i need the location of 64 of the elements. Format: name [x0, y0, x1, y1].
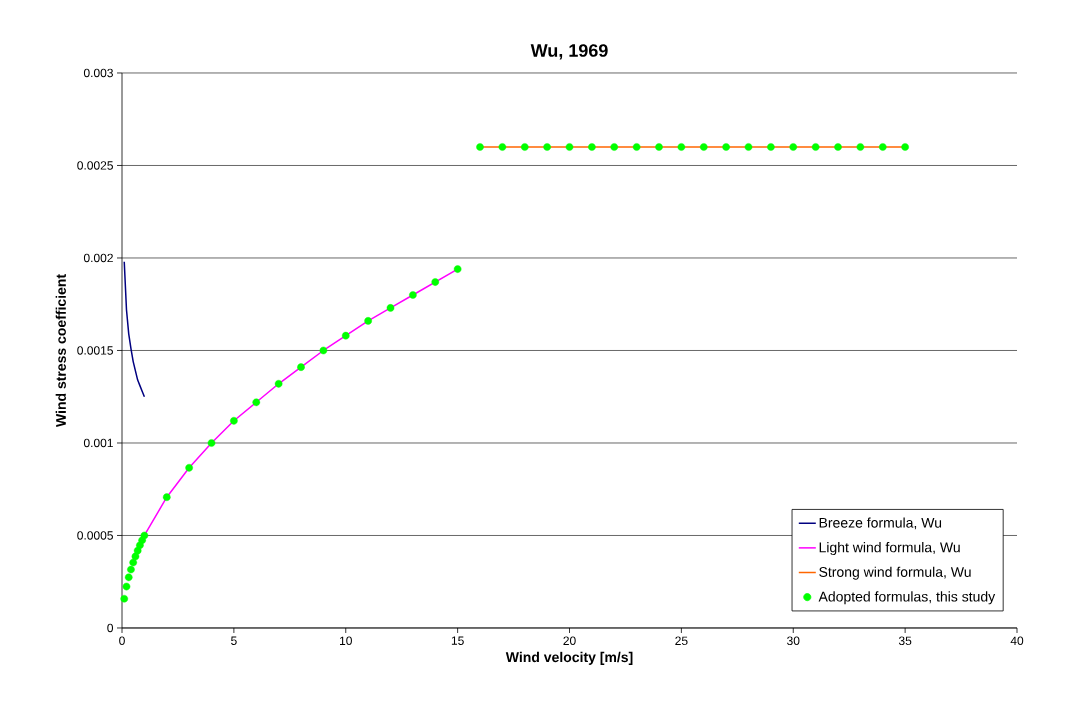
point: [677, 143, 686, 151]
point: [409, 291, 417, 299]
point: [699, 143, 708, 151]
y-tick-label: 0.0005: [77, 531, 113, 540]
point: [655, 143, 663, 151]
point: [162, 493, 171, 501]
point: [632, 143, 641, 151]
point: [543, 143, 551, 151]
legend-label: Adopted formulas, this study: [818, 591, 996, 605]
point: [878, 143, 887, 151]
point: [185, 463, 193, 472]
point: [498, 143, 507, 151]
point: [789, 143, 798, 151]
point: [722, 143, 730, 151]
point: [274, 379, 283, 388]
point: [453, 265, 462, 273]
point: [131, 552, 140, 561]
point: [565, 143, 574, 151]
legend-label: Strong wind formula, Wu: [819, 566, 971, 580]
point: [588, 143, 596, 151]
point: [341, 331, 350, 340]
point: [124, 573, 133, 582]
point: [431, 278, 440, 286]
point: [140, 531, 149, 540]
point: [610, 143, 619, 151]
point: [364, 317, 372, 325]
y-tick-label: 0.0015: [77, 346, 113, 355]
point: [834, 143, 842, 151]
x-tick-label: 40: [1010, 636, 1024, 646]
x-tick-label: 0: [119, 636, 125, 646]
y-tick-label: 0.0025: [77, 161, 113, 170]
x-tick-label: 20: [563, 636, 576, 646]
point: [856, 143, 865, 151]
point: [901, 143, 909, 151]
point: [297, 363, 305, 371]
point: [207, 439, 216, 447]
x-tick-label: 30: [787, 636, 800, 646]
point: [767, 143, 775, 151]
point: [476, 143, 484, 151]
x-tick-label: 15: [451, 636, 464, 645]
legend-label: Light wind formula, Wu: [819, 542, 960, 556]
point: [386, 304, 395, 312]
point: [520, 143, 529, 151]
x-tick-label: 35: [898, 636, 912, 646]
x-tick-label: 10: [340, 636, 352, 646]
point: [744, 143, 753, 151]
point: [230, 416, 238, 425]
point: [120, 594, 129, 603]
point: [252, 398, 261, 407]
point: [319, 346, 328, 355]
point: [122, 582, 131, 591]
point: [127, 565, 135, 574]
x-tick-label: 5: [231, 636, 237, 645]
chart-title: Wu, 1969: [530, 44, 608, 60]
x-axis-title: Wind velocity [m/s]: [505, 651, 633, 665]
point: [129, 558, 137, 567]
x-tick-label: 25: [675, 636, 688, 646]
y-tick-label: 0: [107, 623, 114, 633]
point: [811, 143, 820, 151]
y-axis-title: Wind stress coefficient: [55, 274, 66, 428]
legend-label: Breeze formula, Wu: [819, 517, 942, 530]
y-tick-label: 0.001: [83, 438, 113, 448]
y-tick-label: 0.003: [83, 68, 113, 78]
y-tick-label: 0.002: [83, 253, 113, 263]
